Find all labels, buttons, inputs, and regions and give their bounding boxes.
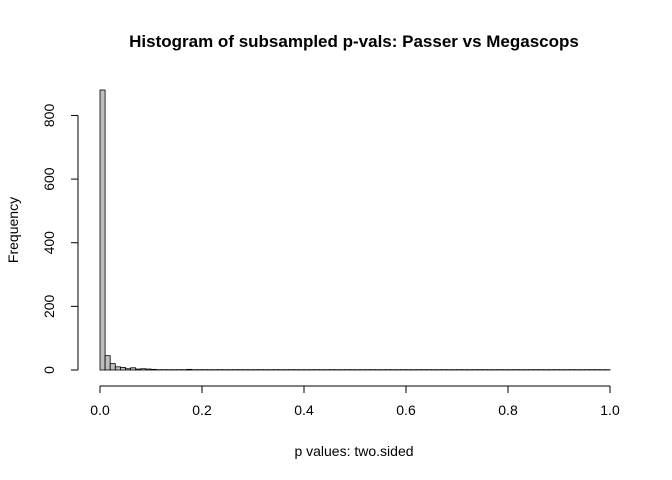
histogram-bar <box>150 368 157 371</box>
y-tick-label: 800 <box>41 104 57 128</box>
bars-group <box>99 89 611 371</box>
y-axis-label: Frequency <box>5 197 21 263</box>
histogram-bar <box>99 89 106 371</box>
x-tick-label: 0.8 <box>498 402 518 418</box>
y-axis: 0 200 400 600 800 <box>41 104 79 374</box>
histogram-bar <box>135 368 142 371</box>
histogram-bar <box>140 368 147 371</box>
histogram-bar <box>125 368 131 371</box>
x-tick-label: 0.2 <box>192 402 212 418</box>
histogram-bar <box>120 367 126 371</box>
histogram-bar <box>109 363 116 371</box>
x-tick-label: 1.0 <box>600 402 620 418</box>
histogram-bar <box>130 367 137 371</box>
histogram-bar <box>145 368 152 371</box>
histogram-bar <box>186 368 193 371</box>
x-tick-label: 0.0 <box>90 402 110 418</box>
x-tick-label: 0.6 <box>396 402 416 418</box>
histogram-bar <box>104 355 111 371</box>
y-tick-label: 200 <box>41 294 57 318</box>
y-tick-label: 400 <box>41 231 57 255</box>
chart-title: Histogram of subsampled p-vals: Passer v… <box>129 32 579 51</box>
x-axis-label: p values: two.sided <box>294 443 413 459</box>
y-tick-label: 600 <box>41 167 57 191</box>
x-axis: 0.0 0.2 0.4 0.6 0.8 1.0 <box>90 385 620 418</box>
x-tick-label: 0.4 <box>294 402 314 418</box>
y-tick-label: 0 <box>41 366 57 374</box>
histogram-bar <box>114 366 121 371</box>
